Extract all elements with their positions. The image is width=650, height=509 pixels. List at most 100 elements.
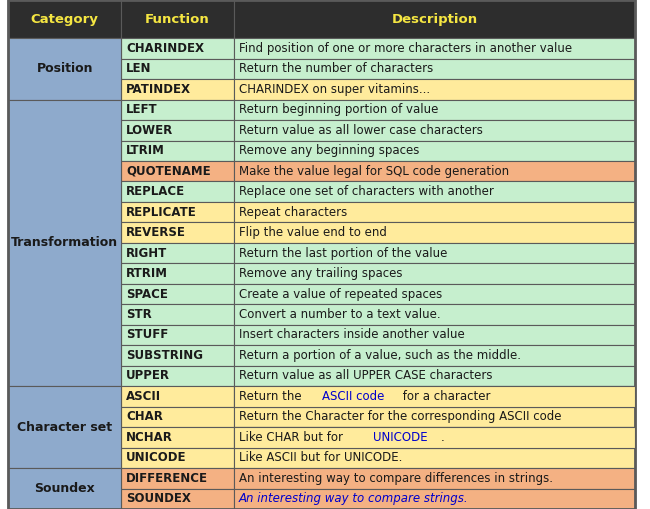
Bar [234,59,635,79]
Text: CHAR: CHAR [126,410,163,423]
Text: STR: STR [126,308,152,321]
Bar [234,161,635,182]
Bar [8,386,121,468]
Text: SOUNDEX: SOUNDEX [126,492,191,505]
Bar [234,365,635,386]
Bar [8,38,121,100]
Text: REPLICATE: REPLICATE [126,206,197,219]
Bar [121,386,234,407]
Bar [234,0,635,38]
Bar [121,202,234,222]
Text: Return the Character for the corresponding ASCII code: Return the Character for the correspondi… [239,410,562,423]
Text: STUFF: STUFF [126,328,168,342]
Bar [121,0,234,38]
Bar [234,427,635,447]
Text: Replace one set of characters with another: Replace one set of characters with anoth… [239,185,494,198]
Bar [234,38,635,59]
Text: Repeat characters: Repeat characters [239,206,347,219]
Text: Make the value legal for SQL code generation: Make the value legal for SQL code genera… [239,165,509,178]
Text: LEFT: LEFT [126,103,158,117]
Text: REVERSE: REVERSE [126,226,186,239]
Bar [121,304,234,325]
Text: Like ASCII but for UNICODE.: Like ASCII but for UNICODE. [239,451,402,464]
Bar [121,182,234,202]
Text: Create a value of repeated spaces: Create a value of repeated spaces [239,288,442,300]
Bar [234,243,635,263]
Bar [121,222,234,243]
Bar [121,243,234,263]
Bar [234,427,635,447]
Bar [121,447,234,468]
Text: SUBSTRING: SUBSTRING [126,349,203,362]
Text: Return the: Return the [239,390,306,403]
Text: Insert characters inside another value: Insert characters inside another value [239,328,465,342]
Bar [121,365,234,386]
Text: LTRIM: LTRIM [126,144,165,157]
Text: Return value as all UPPER CASE characters: Return value as all UPPER CASE character… [239,370,493,382]
Bar [121,489,234,509]
Bar [8,100,121,386]
Text: An interesting way to compare differences in strings.: An interesting way to compare difference… [239,472,553,485]
Bar [121,468,234,489]
Text: Return beginning portion of value: Return beginning portion of value [239,103,438,117]
Bar [121,427,234,447]
Text: Position: Position [36,63,93,75]
Text: REPLACE: REPLACE [126,185,185,198]
Text: Return a portion of a value, such as the middle.: Return a portion of a value, such as the… [239,349,521,362]
Bar [121,79,234,100]
Text: ASCII: ASCII [126,390,161,403]
Bar [234,100,635,120]
Text: DIFFERENCE: DIFFERENCE [126,472,208,485]
Text: QUOTENAME: QUOTENAME [126,165,211,178]
Text: Soundex: Soundex [34,482,95,495]
Bar [121,140,234,161]
Bar [234,325,635,345]
Text: UNICODE: UNICODE [373,431,428,444]
Bar [121,407,234,427]
Bar [8,468,121,509]
Text: RTRIM: RTRIM [126,267,168,280]
Text: Like CHAR but for: Like CHAR but for [239,431,346,444]
Bar [234,140,635,161]
Text: LOWER: LOWER [126,124,174,137]
Text: Category: Category [31,13,99,25]
Text: Function: Function [145,13,210,25]
Bar [234,304,635,325]
Bar [234,345,635,365]
Bar [234,468,635,489]
Text: Find position of one or more characters in another value: Find position of one or more characters … [239,42,572,55]
Bar [121,100,234,120]
Bar [234,284,635,304]
Bar [234,222,635,243]
Bar [234,182,635,202]
Text: Return the last portion of the value: Return the last portion of the value [239,247,447,260]
Text: UNICODE: UNICODE [126,451,187,464]
Text: RIGHT: RIGHT [126,247,167,260]
Text: PATINDEX: PATINDEX [126,83,191,96]
Bar [234,202,635,222]
Text: Remove any trailing spaces: Remove any trailing spaces [239,267,402,280]
Text: SPACE: SPACE [126,288,168,300]
Text: NCHAR: NCHAR [126,431,173,444]
Text: LEN: LEN [126,63,151,75]
Bar [8,0,121,38]
Text: UPPER: UPPER [126,370,170,382]
Text: Remove any beginning spaces: Remove any beginning spaces [239,144,419,157]
Bar [234,407,635,427]
Bar [234,263,635,284]
Text: Return the number of characters: Return the number of characters [239,63,433,75]
Bar [121,284,234,304]
Bar [234,120,635,140]
Text: Transformation: Transformation [11,236,118,249]
Bar [121,161,234,182]
Text: ASCII code: ASCII code [322,390,384,403]
Bar [121,38,234,59]
Text: Flip the value end to end: Flip the value end to end [239,226,387,239]
Bar [234,489,635,509]
Bar [234,79,635,100]
Text: CHARINDEX: CHARINDEX [126,42,204,55]
Text: Return value as all lower case characters: Return value as all lower case character… [239,124,483,137]
Bar [234,447,635,468]
Text: for a character: for a character [399,390,491,403]
Bar [121,59,234,79]
